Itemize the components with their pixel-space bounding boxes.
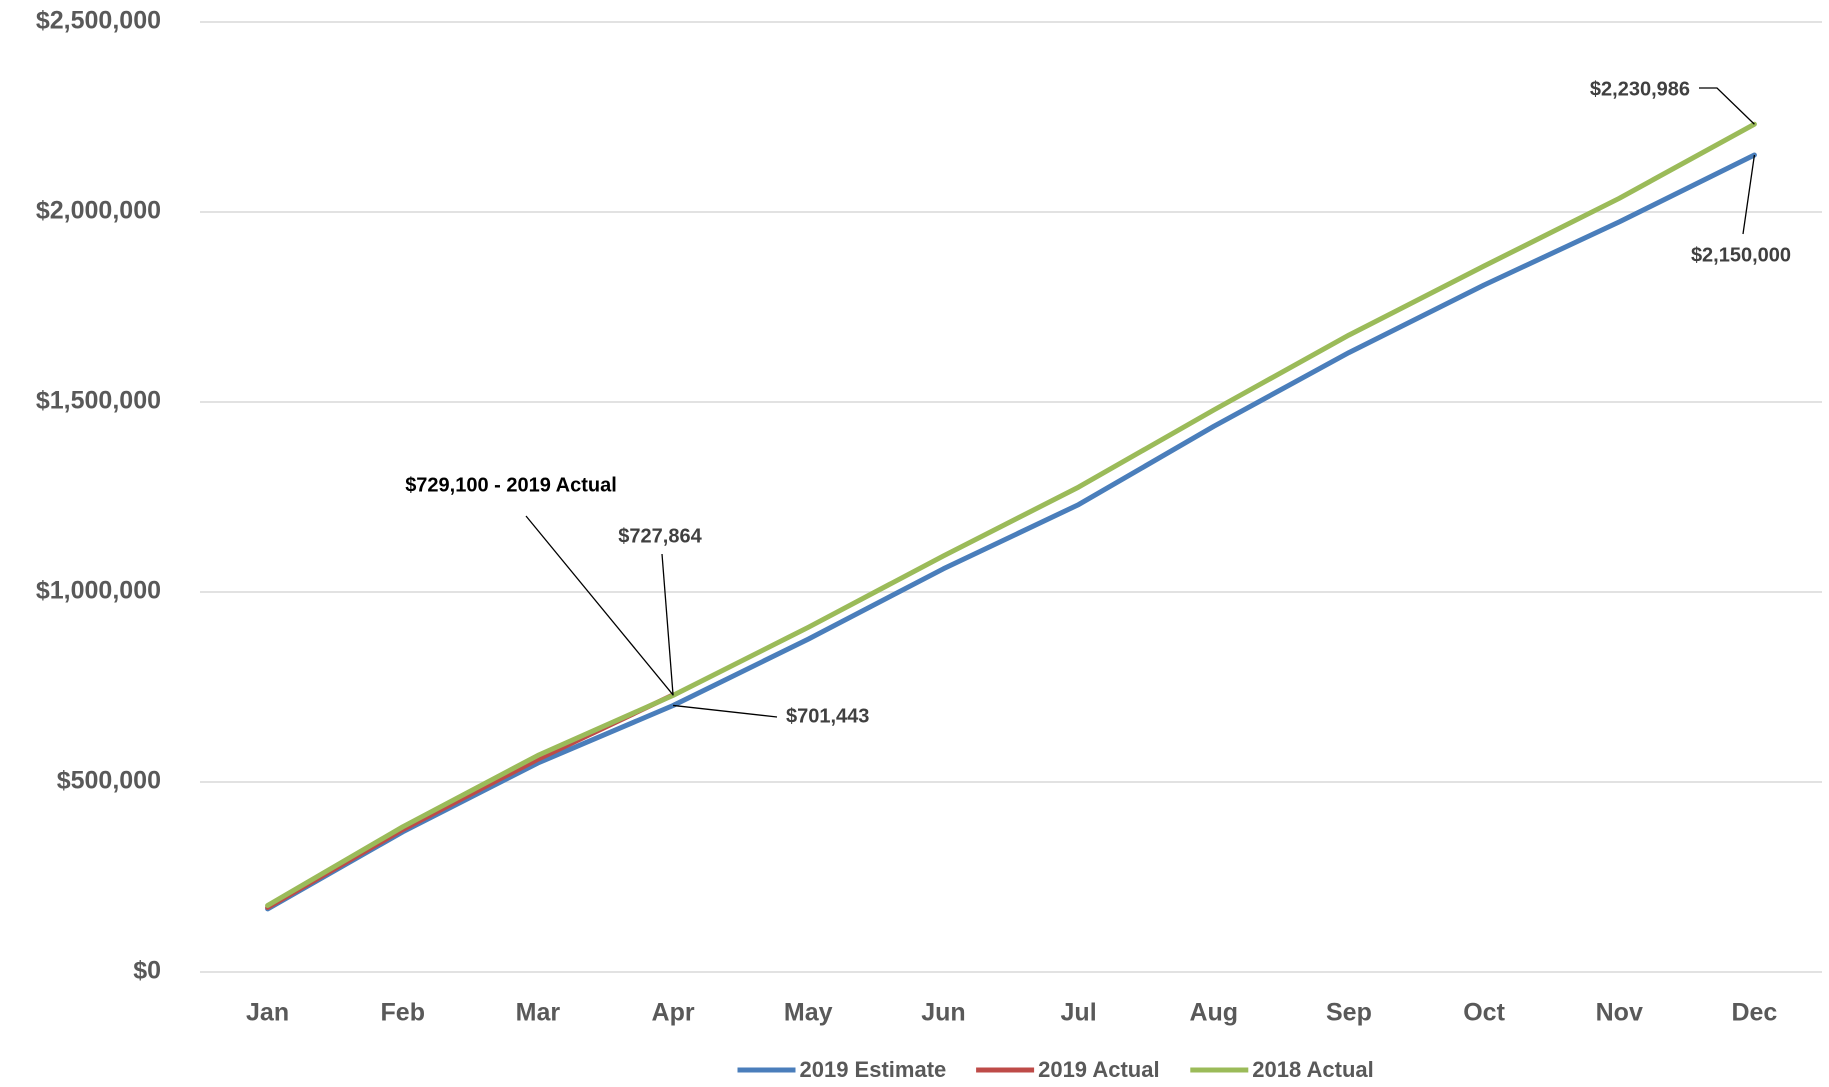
legend-label: 2019 Estimate [800,1057,947,1082]
leader-line [1742,154,1756,235]
x-tick-label: Oct [1463,999,1505,1027]
x-tick-label: Apr [652,999,695,1027]
data-label: $729,100 - 2019 Actual [405,474,617,496]
x-tick-label: Sep [1326,999,1372,1027]
leader-line [661,553,674,696]
leader-line [673,704,778,718]
x-tick-label: Jan [246,999,289,1027]
y-tick-label: $1,500,000 [36,387,161,415]
leader-line [1699,87,1755,125]
x-tick-label: Jul [1061,999,1097,1027]
x-tick-label: Nov [1596,999,1643,1027]
y-tick-label: $2,500,000 [36,7,161,35]
data-label: $701,443 [786,705,869,727]
y-tick-label: $0 [133,957,161,985]
x-tick-label: Dec [1731,999,1777,1027]
x-tick-label: Aug [1189,999,1238,1027]
legend-label: 2019 Actual [1038,1057,1159,1082]
data-label: $727,864 [618,525,702,547]
y-tick-label: $2,000,000 [36,197,161,225]
series-line [265,121,1757,908]
y-tick-label: $500,000 [57,767,161,795]
data-label: $2,150,000 [1691,244,1791,266]
x-tick-label: Jun [921,999,965,1027]
series-line [265,152,1757,912]
y-tick-label: $1,000,000 [36,577,161,605]
leader-line [525,515,674,696]
x-tick-label: Mar [516,999,561,1027]
x-tick-label: May [784,999,833,1027]
x-tick-label: Feb [381,999,425,1027]
data-label: $2,230,986 [1590,78,1690,100]
legend-label: 2018 Actual [1252,1057,1373,1082]
